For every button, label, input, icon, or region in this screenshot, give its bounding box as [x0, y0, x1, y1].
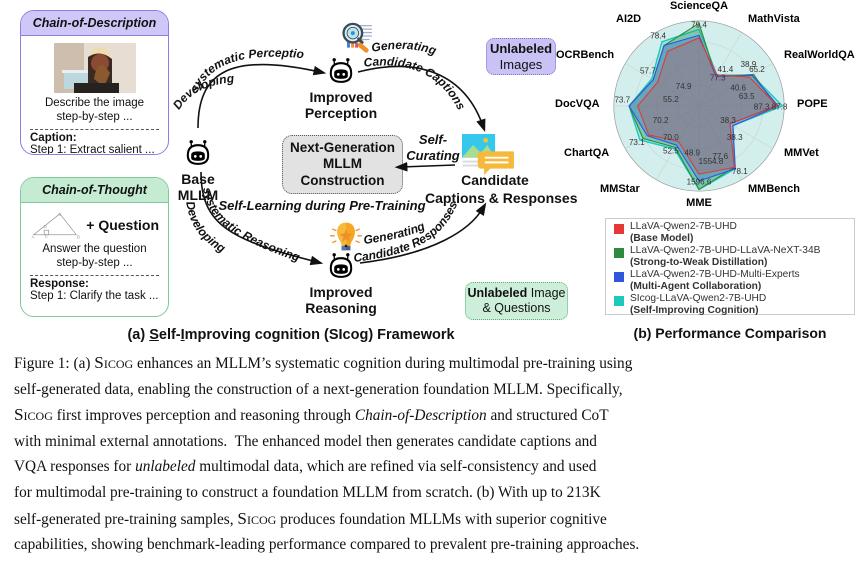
svg-text:38.3: 38.3 — [727, 133, 743, 142]
svg-text:Developing: Developing — [170, 71, 235, 112]
svg-text:74.9: 74.9 — [676, 82, 692, 91]
svg-text:70.0: 70.0 — [663, 133, 679, 142]
svg-text:77.3: 77.3 — [710, 73, 726, 82]
svg-text:73.7: 73.7 — [614, 96, 630, 105]
svg-text:77.6: 77.6 — [712, 152, 728, 161]
svg-text:79.4: 79.4 — [691, 21, 707, 30]
svg-text:38.9: 38.9 — [741, 60, 757, 69]
svg-text:41.4: 41.4 — [718, 65, 734, 74]
svg-text:B: B — [77, 234, 80, 239]
svg-text:57.7: 57.7 — [640, 67, 656, 76]
svg-text:52.5: 52.5 — [663, 147, 679, 156]
svg-text:55.2: 55.2 — [663, 95, 679, 104]
svg-text:78.4: 78.4 — [650, 32, 666, 41]
svg-text:87.3 87.8: 87.3 87.8 — [754, 102, 788, 111]
svg-text:Generating: Generating — [363, 219, 428, 247]
svg-text:73.1: 73.1 — [629, 138, 645, 147]
svg-text:78.1: 78.1 — [732, 167, 748, 176]
svg-text:A: A — [31, 234, 34, 239]
svg-text:38.3: 38.3 — [720, 116, 736, 125]
svg-text:40.6: 40.6 — [730, 84, 746, 93]
svg-text:1596.6: 1596.6 — [687, 177, 712, 186]
svg-text:D: D — [43, 224, 47, 229]
svg-text:48.9: 48.9 — [684, 148, 700, 157]
svg-text:E: E — [45, 234, 48, 239]
svg-text:63.5: 63.5 — [739, 92, 755, 101]
svg-text:70.2: 70.2 — [653, 116, 669, 125]
